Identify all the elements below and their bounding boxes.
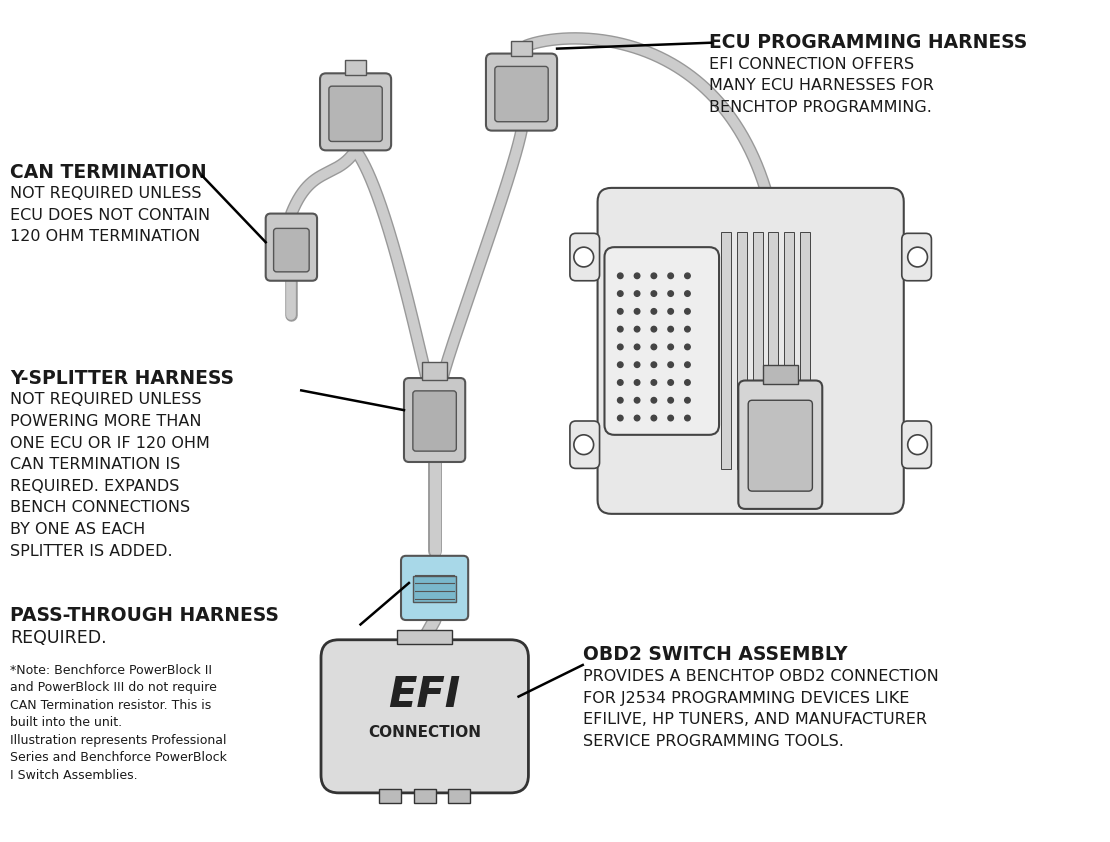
- Bar: [380, 789, 401, 802]
- Text: EFI CONNECTION OFFERS
MANY ECU HARNESSES FOR
BENCHTOP PROGRAMMING.: EFI CONNECTION OFFERS MANY ECU HARNESSES…: [709, 56, 934, 115]
- Circle shape: [617, 397, 623, 403]
- FancyBboxPatch shape: [320, 73, 391, 151]
- FancyBboxPatch shape: [901, 233, 931, 280]
- Circle shape: [634, 397, 639, 403]
- Text: PASS-THROUGH HARNESS: PASS-THROUGH HARNESS: [10, 605, 279, 625]
- Bar: [448, 789, 471, 802]
- FancyBboxPatch shape: [901, 421, 931, 468]
- Circle shape: [685, 380, 690, 386]
- Text: CONNECTION: CONNECTION: [369, 725, 482, 739]
- Circle shape: [617, 362, 623, 367]
- Circle shape: [685, 397, 690, 403]
- Text: NOT REQUIRED UNLESS
POWERING MORE THAN
ONE ECU OR IF 120 OHM
CAN TERMINATION IS
: NOT REQUIRED UNLESS POWERING MORE THAN O…: [10, 392, 210, 558]
- FancyBboxPatch shape: [569, 233, 599, 280]
- FancyBboxPatch shape: [597, 188, 904, 514]
- Circle shape: [685, 362, 690, 367]
- Bar: [768, 232, 778, 469]
- Circle shape: [668, 273, 674, 279]
- Bar: [414, 789, 435, 802]
- Circle shape: [668, 309, 674, 314]
- FancyBboxPatch shape: [413, 391, 456, 451]
- Bar: [800, 232, 810, 469]
- Circle shape: [668, 362, 674, 367]
- FancyBboxPatch shape: [273, 228, 310, 272]
- Circle shape: [617, 380, 623, 386]
- Circle shape: [652, 309, 657, 314]
- Circle shape: [652, 327, 657, 332]
- FancyBboxPatch shape: [329, 86, 382, 141]
- Bar: [422, 362, 447, 380]
- Bar: [753, 232, 763, 469]
- Circle shape: [908, 248, 928, 267]
- Circle shape: [668, 397, 674, 403]
- Text: Y-SPLITTER HARNESS: Y-SPLITTER HARNESS: [10, 369, 234, 387]
- Circle shape: [634, 415, 639, 421]
- Bar: [737, 232, 747, 469]
- FancyBboxPatch shape: [486, 54, 557, 131]
- Bar: [763, 365, 798, 385]
- Circle shape: [685, 327, 690, 332]
- FancyBboxPatch shape: [404, 378, 465, 462]
- FancyBboxPatch shape: [569, 421, 599, 468]
- Text: OBD2 SWITCH ASSEMBLY: OBD2 SWITCH ASSEMBLY: [583, 645, 847, 664]
- Circle shape: [617, 309, 623, 314]
- Text: CAN TERMINATION: CAN TERMINATION: [10, 163, 206, 182]
- Text: REQUIRED.: REQUIRED.: [10, 630, 107, 647]
- Circle shape: [668, 380, 674, 386]
- FancyBboxPatch shape: [748, 400, 813, 491]
- Circle shape: [634, 362, 639, 367]
- Circle shape: [652, 380, 657, 386]
- Circle shape: [652, 415, 657, 421]
- Circle shape: [668, 290, 674, 296]
- Bar: [345, 61, 366, 75]
- Text: EFI: EFI: [388, 674, 461, 716]
- Text: NOT REQUIRED UNLESS
ECU DOES NOT CONTAIN
120 OHM TERMINATION: NOT REQUIRED UNLESS ECU DOES NOT CONTAIN…: [10, 186, 210, 244]
- Circle shape: [652, 273, 657, 279]
- Circle shape: [634, 273, 639, 279]
- Circle shape: [908, 434, 928, 455]
- Circle shape: [685, 309, 690, 314]
- Circle shape: [652, 344, 657, 349]
- FancyBboxPatch shape: [401, 556, 468, 620]
- Circle shape: [617, 327, 623, 332]
- Bar: [722, 232, 730, 469]
- Circle shape: [652, 362, 657, 367]
- Circle shape: [685, 290, 690, 296]
- Circle shape: [617, 344, 623, 349]
- Circle shape: [634, 327, 639, 332]
- Circle shape: [668, 327, 674, 332]
- Bar: [785, 232, 794, 469]
- Circle shape: [634, 344, 639, 349]
- Text: PROVIDES A BENCHTOP OBD2 CONNECTION
FOR J2534 PROGRAMMING DEVICES LIKE
EFILIVE, : PROVIDES A BENCHTOP OBD2 CONNECTION FOR …: [583, 669, 938, 749]
- Circle shape: [617, 415, 623, 421]
- Circle shape: [652, 290, 657, 296]
- Circle shape: [634, 290, 639, 296]
- Circle shape: [634, 309, 639, 314]
- Text: *Note: Benchforce PowerBlock II
and PowerBlock III do not require
CAN Terminatio: *Note: Benchforce PowerBlock II and Powe…: [10, 664, 226, 782]
- Circle shape: [685, 415, 690, 421]
- Circle shape: [685, 273, 690, 279]
- Circle shape: [617, 290, 623, 296]
- Bar: [397, 630, 453, 644]
- Circle shape: [668, 415, 674, 421]
- Text: ECU PROGRAMMING HARNESS: ECU PROGRAMMING HARNESS: [709, 33, 1028, 52]
- FancyBboxPatch shape: [321, 640, 528, 793]
- Circle shape: [617, 273, 623, 279]
- Circle shape: [652, 397, 657, 403]
- Circle shape: [668, 344, 674, 349]
- Circle shape: [574, 248, 594, 267]
- FancyBboxPatch shape: [495, 67, 548, 122]
- FancyBboxPatch shape: [738, 381, 823, 509]
- Circle shape: [685, 344, 690, 349]
- Circle shape: [574, 434, 594, 455]
- Bar: [511, 40, 533, 56]
- FancyBboxPatch shape: [265, 214, 317, 280]
- Bar: [413, 576, 456, 602]
- FancyBboxPatch shape: [605, 248, 719, 434]
- Circle shape: [634, 380, 639, 386]
